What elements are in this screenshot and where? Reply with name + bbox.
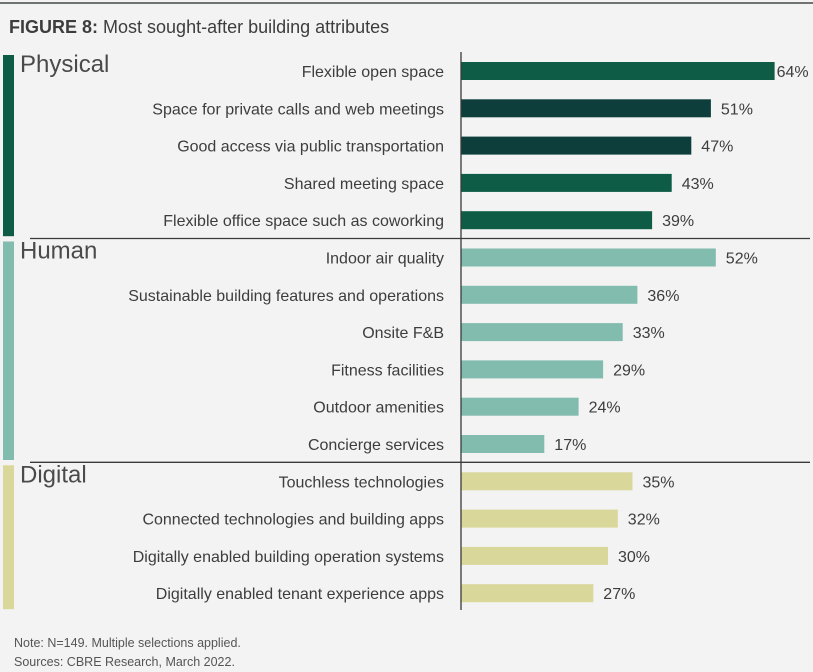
footnote: Note: N=149. Multiple selections applied… bbox=[14, 636, 241, 650]
bar bbox=[461, 211, 653, 230]
bar bbox=[461, 360, 604, 379]
category-label: Shared meeting space bbox=[284, 176, 444, 193]
bar bbox=[461, 546, 608, 565]
category-label: Concierge services bbox=[308, 437, 444, 454]
data-label: 64% bbox=[777, 64, 809, 81]
category-label: Indoor air quality bbox=[326, 251, 444, 268]
category-label: Flexible open space bbox=[302, 64, 444, 81]
category-label: Space for private calls and web meetings bbox=[152, 101, 444, 118]
data-label: 36% bbox=[647, 288, 679, 305]
data-label: 32% bbox=[628, 512, 660, 529]
sources: Sources: CBRE Research, March 2022. bbox=[14, 655, 235, 669]
category-label: Onsite F&B bbox=[362, 325, 444, 342]
category-label: Sustainable building features and operat… bbox=[128, 288, 444, 305]
group-bar-digital bbox=[3, 465, 14, 610]
group-bar-human bbox=[3, 241, 14, 460]
category-label: Digitally enabled building operation sys… bbox=[133, 549, 444, 566]
bar bbox=[461, 397, 579, 416]
data-label: 29% bbox=[613, 362, 645, 379]
bar bbox=[461, 62, 775, 80]
bar bbox=[461, 584, 594, 603]
bar bbox=[461, 323, 623, 342]
category-label: Touchless technologies bbox=[279, 474, 444, 491]
figure-title-text: Most sought-after building attributes bbox=[103, 17, 390, 37]
bar bbox=[461, 173, 672, 192]
data-label: 27% bbox=[603, 586, 635, 603]
bar bbox=[461, 285, 638, 304]
data-label: 39% bbox=[662, 213, 694, 230]
data-label: 51% bbox=[721, 101, 753, 118]
category-label: Flexible office space such as coworking bbox=[163, 213, 444, 230]
data-label: 43% bbox=[682, 176, 714, 193]
category-label: Connected technologies and building apps bbox=[142, 512, 444, 529]
top-rule bbox=[0, 2, 813, 4]
category-label: Digitally enabled tenant experience apps bbox=[156, 586, 444, 603]
bar bbox=[461, 136, 692, 155]
data-label: 30% bbox=[618, 549, 650, 566]
category-label: Good access via public transportation bbox=[177, 139, 444, 156]
bar bbox=[461, 472, 633, 491]
data-label: 35% bbox=[643, 474, 675, 491]
data-label: 17% bbox=[554, 437, 586, 454]
group-label-digital: Digital bbox=[20, 461, 87, 488]
bar bbox=[461, 99, 711, 118]
data-label: 47% bbox=[701, 139, 733, 156]
group-bar-physical bbox=[3, 55, 14, 237]
bar bbox=[461, 509, 618, 528]
category-label: Fitness facilities bbox=[331, 362, 444, 379]
figure-title: FIGURE 8: Most sought-after building att… bbox=[9, 17, 389, 38]
category-label: Outdoor amenities bbox=[313, 400, 444, 417]
bar bbox=[461, 435, 545, 453]
group-label-physical: Physical bbox=[20, 51, 109, 78]
data-label: 33% bbox=[633, 325, 665, 342]
figure-label: FIGURE 8: bbox=[9, 17, 99, 37]
group-label-human: Human bbox=[20, 238, 97, 265]
data-label: 52% bbox=[726, 251, 758, 268]
bar bbox=[461, 248, 716, 267]
data-label: 24% bbox=[589, 400, 621, 417]
